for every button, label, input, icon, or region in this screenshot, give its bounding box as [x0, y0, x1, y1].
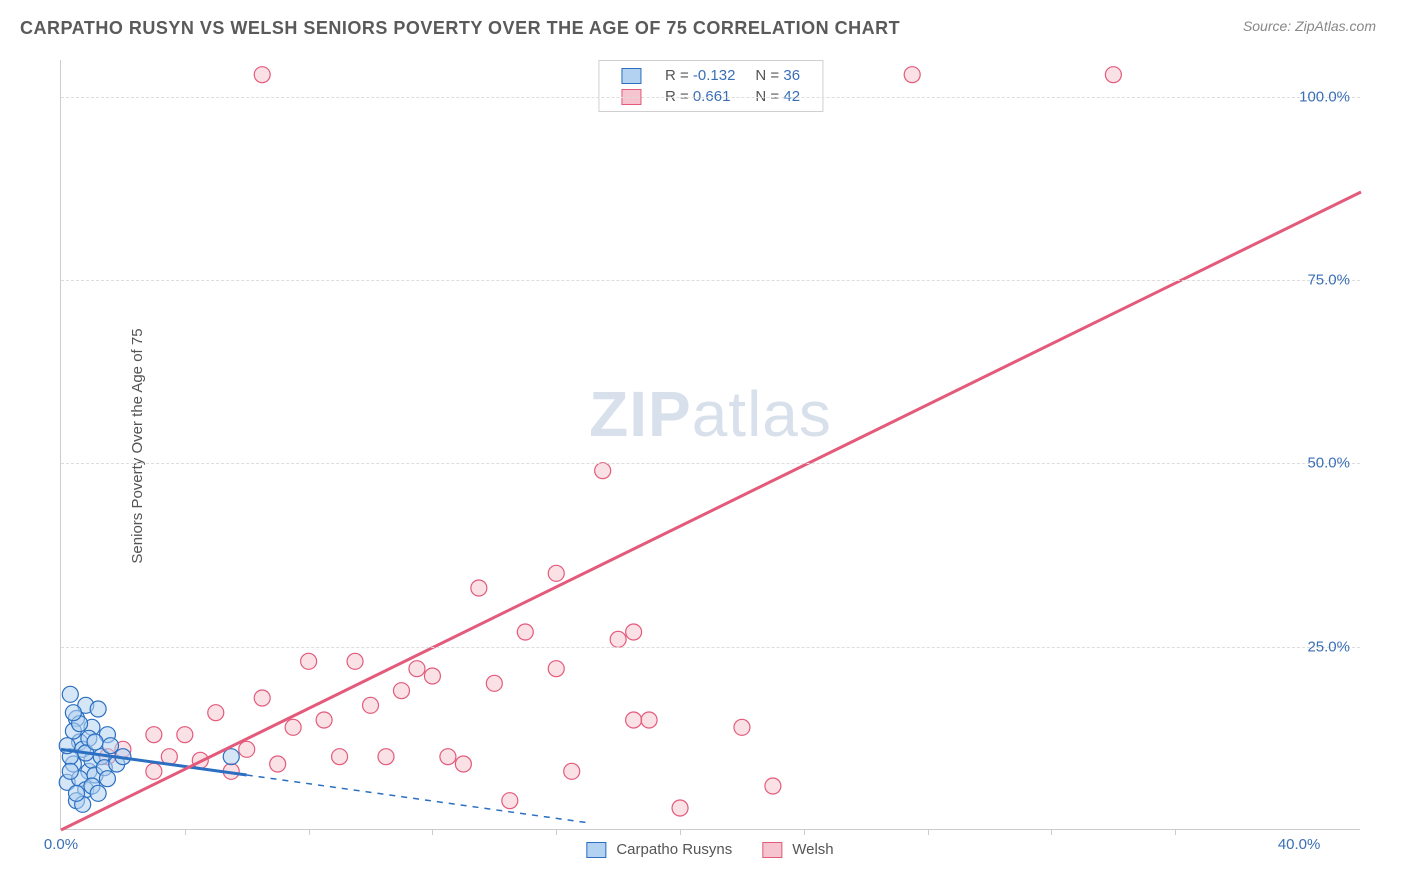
- legend-item-carpatho: Carpatho Rusyns: [586, 841, 732, 858]
- x-tick-label: 40.0%: [1278, 836, 1321, 853]
- gridline: [61, 647, 1360, 648]
- x-tick: [185, 829, 186, 835]
- legend-item-welsh: Welsh: [762, 841, 833, 858]
- scatter-svg: [61, 60, 1361, 830]
- swatch-carpatho: [621, 68, 641, 84]
- y-tick-label: 25.0%: [1307, 638, 1350, 655]
- y-tick-label: 75.0%: [1307, 272, 1350, 289]
- x-tick: [804, 829, 805, 835]
- y-tick-label: 100.0%: [1299, 88, 1350, 105]
- legend-label-carpatho: Carpatho Rusyns: [616, 841, 732, 858]
- x-tick-label: 0.0%: [44, 836, 78, 853]
- legend-label-welsh: Welsh: [792, 841, 833, 858]
- x-tick: [928, 829, 929, 835]
- x-tick: [1175, 829, 1176, 835]
- correlation-legend: R = -0.132 N = 36 R = 0.661 N = 42: [598, 60, 823, 112]
- swatch-welsh-icon: [762, 842, 782, 858]
- plot-area: ZIPatlas R = -0.132 N = 36 R = 0.661 N =…: [60, 60, 1360, 830]
- chart-title: CARPATHO RUSYN VS WELSH SENIORS POVERTY …: [20, 18, 900, 39]
- source-attribution: Source: ZipAtlas.com: [1243, 18, 1376, 34]
- x-tick: [680, 829, 681, 835]
- legend-row-carpatho: R = -0.132 N = 36: [611, 65, 810, 86]
- swatch-carpatho-icon: [586, 842, 606, 858]
- chart-container: ZIPatlas R = -0.132 N = 36 R = 0.661 N =…: [60, 60, 1360, 830]
- x-tick: [432, 829, 433, 835]
- x-tick: [556, 829, 557, 835]
- x-tick: [309, 829, 310, 835]
- gridline: [61, 97, 1360, 98]
- y-tick-label: 50.0%: [1307, 455, 1350, 472]
- series-legend: Carpatho Rusyns Welsh: [586, 841, 833, 858]
- gridline: [61, 463, 1360, 464]
- x-tick: [1051, 829, 1052, 835]
- gridline: [61, 280, 1360, 281]
